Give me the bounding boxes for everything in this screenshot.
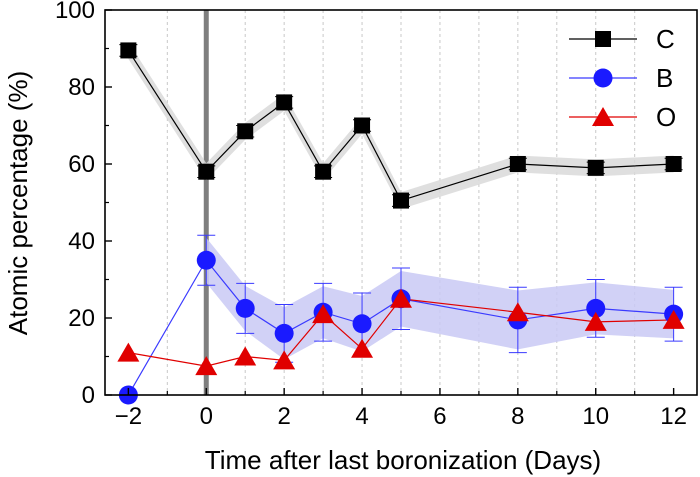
point-O-9 (662, 309, 685, 329)
point-C-7 (509, 156, 526, 172)
x-tick-label-0: −2 (115, 403, 142, 430)
x-tick-label-5: 8 (511, 403, 524, 430)
point-O-6 (390, 288, 412, 308)
legend-marker (593, 68, 613, 88)
point-B-2 (235, 298, 255, 318)
x-tick-label-7: 12 (660, 403, 687, 430)
legend-item-C: C (569, 24, 675, 54)
point-C-8 (587, 159, 604, 176)
series-line-C (127, 50, 674, 202)
point-C-2 (237, 123, 254, 140)
point-C-5 (354, 117, 371, 134)
point-C-0 (120, 42, 137, 59)
band-C (128, 41, 674, 210)
point-C-1 (198, 163, 215, 180)
x-tick-label-6: 10 (582, 403, 609, 430)
point-C-4 (315, 163, 332, 180)
point-B-8 (586, 298, 606, 318)
legend-label: B (656, 63, 673, 93)
y-tick-label-4: 80 (68, 74, 95, 101)
legend-item-B: B (569, 63, 673, 93)
point-O-2 (234, 346, 257, 366)
series-line-O (128, 298, 674, 367)
x-axis-title: Time after last boronization (Days) (205, 445, 601, 475)
y-tick-label-1: 20 (68, 305, 95, 332)
point-O-0 (117, 342, 140, 362)
point-C-3 (276, 94, 293, 111)
axis-layer: −2 0 2 4 6 8 10 12 0 20 40 60 80 100 (55, 0, 698, 430)
series-line-B (127, 259, 674, 396)
legend-marker (595, 31, 611, 47)
point-C-9 (665, 156, 682, 172)
y-tick-label-5: 100 (55, 0, 95, 24)
point-O-4 (312, 304, 335, 324)
x-tick-label-1: 0 (200, 403, 213, 430)
y-tick-label-3: 60 (68, 151, 95, 178)
point-O-7 (506, 302, 529, 322)
legend-marker (592, 107, 614, 126)
point-O-5 (351, 338, 374, 358)
legend-item-O: O (569, 102, 676, 132)
point-O-1 (195, 356, 218, 376)
y-tick-label-2: 40 (68, 228, 95, 255)
legend: CBO (569, 24, 676, 132)
y-axis-title: Atomic percentage (%) (3, 71, 33, 335)
x-tick-label-3: 4 (355, 403, 368, 430)
point-B-1 (196, 250, 216, 270)
x-tick-label-4: 6 (433, 403, 446, 430)
point-C-6 (393, 192, 409, 209)
legend-label: O (656, 102, 676, 132)
y-tick-label-0: 0 (82, 382, 95, 409)
point-O-8 (584, 311, 607, 331)
legend-label: C (656, 24, 675, 54)
x-tick-label-2: 2 (277, 403, 290, 430)
point-B-3 (274, 323, 294, 343)
point-O-3 (273, 350, 296, 370)
series-layer (117, 42, 685, 405)
point-B-5 (352, 314, 372, 334)
